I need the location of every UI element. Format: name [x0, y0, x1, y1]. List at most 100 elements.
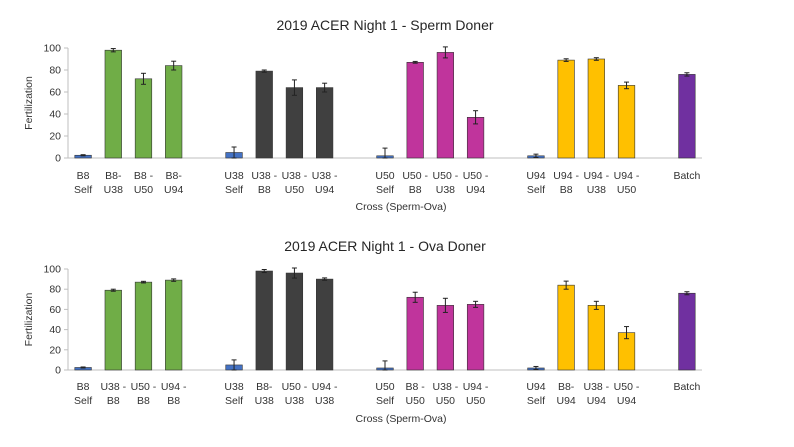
- y-tick-label: 40: [49, 109, 61, 121]
- x-tick-label: U94: [557, 395, 576, 407]
- bar: [436, 305, 454, 371]
- x-tick-label: U50 -: [614, 381, 640, 393]
- y-axis-label: Fertilization: [23, 292, 35, 346]
- x-tick-label: Batch: [673, 170, 700, 182]
- x-tick-label: U50 -: [463, 170, 489, 182]
- bar: [104, 49, 122, 159]
- x-tick-label: B8: [258, 184, 271, 196]
- x-tick-label: U38: [224, 170, 243, 182]
- bar: [557, 284, 575, 371]
- chart-2: 2019 ACER Night 1 - Ova Doner 0 20 40 60 80 10…: [23, 238, 702, 425]
- x-tick-label: U94: [617, 395, 636, 407]
- x-tick-label: U94: [526, 170, 545, 182]
- bar: [678, 292, 696, 371]
- bar: [406, 61, 424, 159]
- x-tick-label: U38 -: [583, 381, 609, 393]
- x-tick-label: U94: [526, 381, 545, 393]
- x-tick-label: Self: [225, 395, 243, 407]
- x-tick-label: U38: [285, 395, 304, 407]
- x-tick-label: U50: [134, 184, 153, 196]
- x-tick-label: B8 -: [134, 170, 154, 182]
- x-tick-label: Self: [74, 184, 92, 196]
- x-tick-label: U94 -: [463, 381, 489, 393]
- y-tick-label: 20: [49, 131, 61, 143]
- x-tick-label: U94 -: [553, 170, 579, 182]
- x-tick-label: U94 -: [161, 381, 187, 393]
- x-tick-label: U94: [587, 395, 606, 407]
- y-tick-label: 100: [43, 43, 61, 55]
- x-tick-label: Self: [376, 184, 394, 196]
- x-tick-label: B8: [107, 395, 120, 407]
- x-tick-label: U38: [224, 381, 243, 393]
- x-tick-label: U94 -: [614, 170, 640, 182]
- x-tick-label: U38 -: [100, 381, 126, 393]
- x-tick-label: Self: [527, 395, 545, 407]
- y-tick-label: 20: [49, 344, 61, 356]
- x-tick-label: U38: [255, 395, 274, 407]
- x-tick-label: U38 -: [433, 381, 459, 393]
- x-tick-label: U50 -: [402, 170, 428, 182]
- x-tick-label: U94: [466, 184, 485, 196]
- bar: [406, 296, 424, 371]
- bar: [617, 85, 636, 159]
- x-tick-label: U38: [315, 395, 334, 407]
- x-tick-label: Self: [527, 184, 545, 196]
- x-tick-label: B8-: [105, 170, 122, 182]
- y-tick-label: 0: [55, 365, 61, 377]
- chart-title: 2019 ACER Night 1 - Ova Doner: [284, 238, 486, 254]
- x-axis-label: Cross (Sperm-Ova): [355, 413, 446, 425]
- x-tick-label: U38: [436, 184, 455, 196]
- x-tick-label: U94: [315, 184, 334, 196]
- x-tick-label: B8: [77, 381, 90, 393]
- x-tick-label: B8-: [165, 170, 182, 182]
- x-tick-label: U38 -: [282, 170, 308, 182]
- y-tick-label: 60: [49, 87, 61, 99]
- bar: [165, 65, 183, 159]
- x-tick-label: B8: [137, 395, 150, 407]
- x-tick-label: B8-: [558, 381, 575, 393]
- bar: [678, 74, 696, 159]
- bar: [466, 304, 485, 371]
- bar: [255, 270, 273, 371]
- y-tick-label: 80: [49, 284, 61, 296]
- bar: [255, 70, 273, 159]
- chart-title: 2019 ACER Night 1 - Sperm Doner: [276, 17, 493, 33]
- x-tick-label: U38 -: [251, 170, 277, 182]
- x-tick-label: B8: [77, 170, 90, 182]
- x-tick-label: U50: [375, 170, 394, 182]
- x-tick-label: U50: [436, 395, 455, 407]
- x-tick-label: U38: [587, 184, 606, 196]
- x-tick-label: U38: [104, 184, 123, 196]
- bar: [134, 281, 153, 371]
- x-tick-label: Self: [376, 395, 394, 407]
- x-tick-label: U50 -: [433, 170, 459, 182]
- bar: [165, 279, 183, 371]
- x-tick-label: U94 -: [583, 170, 609, 182]
- bar: [557, 59, 575, 159]
- y-tick-label: 60: [49, 304, 61, 316]
- y-tick-label: 80: [49, 65, 61, 77]
- bar: [316, 87, 334, 159]
- x-tick-label: U50 -: [131, 381, 157, 393]
- y-tick-label: 100: [43, 264, 61, 276]
- x-tick-label: B8: [409, 184, 422, 196]
- x-tick-label: Self: [74, 395, 92, 407]
- x-tick-label: Self: [225, 184, 243, 196]
- y-tick-label: 0: [55, 153, 61, 165]
- chart-1: 2019 ACER Night 1 - Sperm Doner 0 20 40 60 80…: [23, 17, 702, 213]
- y-tick-label: 40: [49, 324, 61, 336]
- bar: [436, 52, 454, 159]
- bar: [316, 278, 334, 371]
- x-tick-label: B8: [167, 395, 180, 407]
- bar: [587, 305, 605, 371]
- bar: [134, 78, 153, 159]
- x-tick-label: U50: [285, 184, 304, 196]
- x-tick-label: B8-: [256, 381, 273, 393]
- x-tick-label: U38 -: [312, 170, 338, 182]
- bar: [285, 87, 304, 159]
- bar: [587, 58, 605, 159]
- x-tick-label: U94: [164, 184, 183, 196]
- bar: [104, 289, 122, 371]
- x-tick-label: U94 -: [312, 381, 338, 393]
